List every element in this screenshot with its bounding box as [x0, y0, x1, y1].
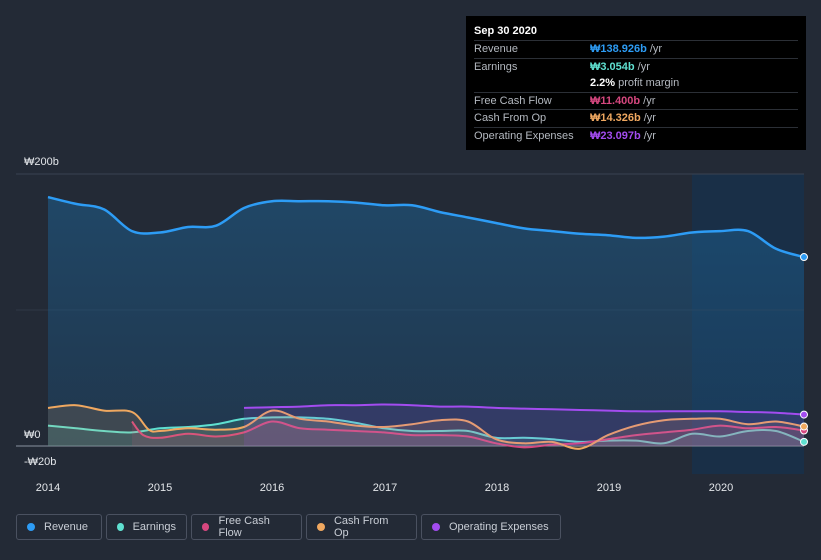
cash-from-op-area — [48, 405, 804, 449]
tooltip-unit: /yr — [643, 94, 656, 107]
earnings-end-point[interactable] — [800, 437, 808, 446]
tooltip-value: ₩23.097b — [590, 129, 641, 142]
tooltip-row-margin: 2.2% profit margin — [474, 75, 798, 92]
tooltip-label: Operating Expenses — [474, 129, 574, 142]
tooltip-label: Cash From Op — [474, 112, 547, 125]
legend-item-earnings[interactable]: Earnings — [106, 514, 187, 540]
cash-from-op-end-point[interactable] — [800, 422, 808, 431]
tooltip-row-cfo: Cash From Op ₩14.326b /yr — [474, 109, 798, 127]
tooltip-value: ₩138.926b — [590, 43, 647, 55]
y-tick-label-200: ₩200b — [24, 156, 59, 168]
legend-item-free-cash-flow[interactable]: Free Cash Flow — [191, 514, 302, 540]
tooltip-value: ₩14.326b — [590, 112, 641, 125]
x-tick-label-2014: 2014 — [35, 482, 61, 494]
legend-dot — [117, 523, 124, 531]
legend-label: Free Cash Flow — [218, 515, 270, 539]
legend-dot — [317, 523, 325, 531]
revenue-end-point[interactable] — [800, 253, 808, 262]
free-cash-flow-line — [131, 420, 805, 449]
legend-dot — [202, 523, 210, 531]
legend-dot — [432, 523, 440, 531]
tooltip-unit: /yr — [637, 60, 650, 73]
x-tick-label-2015: 2015 — [147, 482, 173, 494]
chart-legend: Revenue Earnings Free Cash Flow Cash Fro… — [16, 514, 561, 542]
revenue-line — [47, 195, 805, 259]
x-tick-label-2018: 2018 — [484, 482, 510, 494]
free-cash-flow-area — [132, 421, 804, 448]
tooltip-unit: /yr — [643, 112, 656, 125]
x-tick-label-2016: 2016 — [259, 482, 285, 494]
tooltip-label: Free Cash Flow — [474, 94, 552, 107]
legend-label: Revenue — [44, 521, 89, 533]
tooltip-date: Sep 30 2020 — [474, 25, 537, 37]
operating-expenses-area — [244, 404, 804, 446]
tooltip-label — [474, 75, 590, 92]
legend-dot — [27, 523, 35, 531]
tooltip-label: Earnings — [474, 60, 518, 73]
legend-label: Earnings — [132, 521, 176, 533]
tooltip-row-revenue: Revenue ₩138.926b /yr — [474, 40, 798, 58]
tooltip-value: 2.2% — [590, 77, 616, 90]
x-tick-label-2017: 2017 — [372, 482, 398, 494]
tooltip-label: Revenue — [474, 43, 519, 55]
legend-item-operating-expenses[interactable]: Operating Expenses — [421, 514, 561, 540]
y-tick-label-neg20: -₩20b — [24, 456, 57, 468]
data-tooltip: Sep 30 2020 Revenue ₩138.926b /yr Earnin… — [466, 16, 806, 150]
tooltip-value: ₩11.400b — [590, 94, 641, 107]
cash-from-op-line — [47, 404, 805, 450]
tooltip-unit: profit margin — [618, 77, 680, 90]
revenue-area — [48, 197, 804, 446]
legend-item-revenue[interactable]: Revenue — [16, 514, 102, 540]
legend-label: Cash From Op — [333, 515, 389, 539]
operating-expenses-line — [243, 403, 805, 416]
x-tick-label-2020: 2020 — [708, 482, 734, 494]
tooltip-unit: /yr — [649, 43, 663, 55]
tooltip-unit: /yr — [643, 129, 656, 142]
operating-expenses-end-point[interactable] — [800, 410, 808, 419]
x-tick-label-2019: 2019 — [596, 482, 622, 494]
legend-item-cash-from-op[interactable]: Cash From Op — [306, 514, 417, 540]
earnings-line — [47, 416, 805, 445]
tooltip-row-earnings: Earnings ₩3.054b /yr — [474, 57, 798, 76]
tooltip-row-opex: Operating Expenses ₩23.097b /yr — [474, 126, 798, 145]
y-tick-label-0: ₩0 — [24, 429, 41, 441]
legend-label: Operating Expenses — [449, 521, 549, 533]
tooltip-row-fcf: Free Cash Flow ₩11.400b /yr — [474, 91, 798, 110]
tooltip-value: ₩3.054b — [590, 60, 635, 73]
